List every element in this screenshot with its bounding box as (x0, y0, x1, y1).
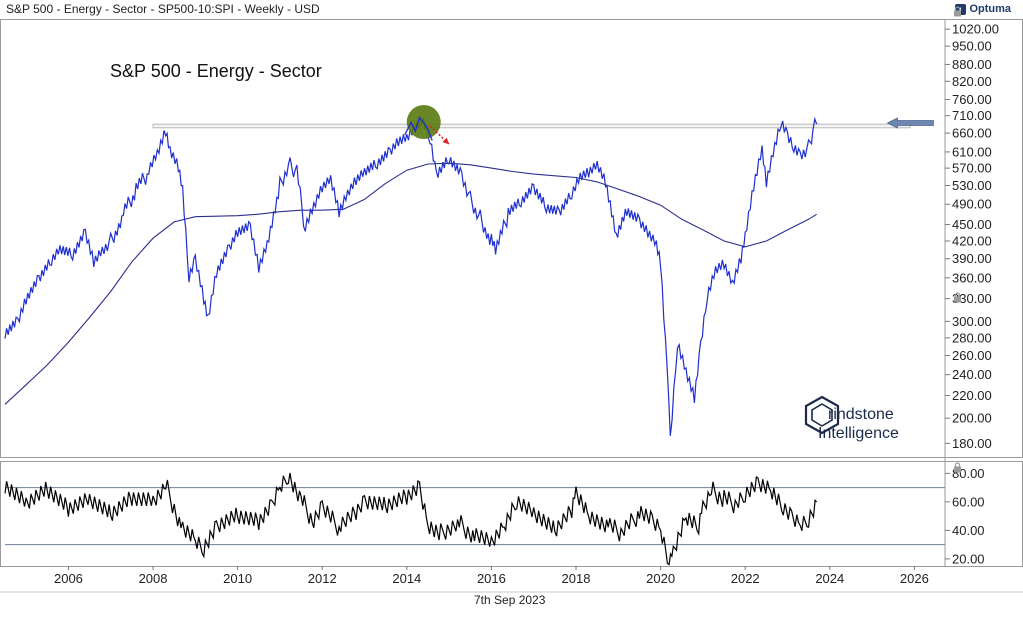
price-line-highlight (404, 116, 433, 141)
y-tick-label: 300.00 (952, 314, 992, 329)
x-tick-label: 2014 (392, 571, 421, 586)
y-tick-label: 570.00 (952, 161, 992, 176)
x-tick-label: 2024 (815, 571, 844, 586)
y-tick-label: 1020.00 (952, 22, 999, 37)
y-tick-label: 220.00 (952, 388, 992, 403)
y-tick-label: 360.00 (952, 270, 992, 285)
y-tick-label: 660.00 (952, 126, 992, 141)
grindstone-logo-icon (804, 395, 840, 435)
x-tick-label: 2010 (223, 571, 252, 586)
rsi-y-tick-label: 40.00 (952, 523, 985, 538)
y-tick-label: 450.00 (952, 217, 992, 232)
y-tick-label: 200.00 (952, 411, 992, 426)
lock-icon[interactable] (953, 292, 962, 303)
brand-logo: ◐ Optuma (955, 3, 1011, 15)
y-tick-label: 610.00 (952, 144, 992, 159)
grindstone-watermark: rindstone Intelligence (804, 395, 899, 442)
y-tick-label: 950.00 (952, 39, 992, 54)
rsi-y-tick-label: 60.00 (952, 494, 985, 509)
y-tick-label: 530.00 (952, 178, 992, 193)
x-tick-label: 2022 (731, 571, 760, 586)
rsi-y-tick-label: 20.00 (952, 551, 985, 566)
grindstone-logo-inner (811, 403, 833, 427)
y-tick-label: 240.00 (952, 367, 992, 382)
price-panel-frame (0, 19, 1023, 458)
watermark-line-1: rindstone (828, 406, 894, 423)
x-tick-label: 2016 (477, 571, 506, 586)
x-tick-label: 2026 (900, 571, 929, 586)
y-tick-label: 260.00 (952, 348, 992, 363)
y-tick-label: 710.00 (952, 108, 992, 123)
moving-average-line (4, 162, 817, 405)
lock-icon[interactable] (953, 462, 962, 473)
brand-label: Optuma (969, 3, 1011, 15)
series-title: S&P 500 - Energy - Sector - SP500-10:SPI… (6, 2, 320, 16)
y-tick-label: 330.00 (952, 291, 992, 306)
y-tick-label: 880.00 (952, 57, 992, 72)
x-tick-label: 2008 (139, 571, 168, 586)
price-line (4, 116, 818, 436)
y-tick-label: 180.00 (952, 436, 992, 451)
resistance-line (152, 123, 911, 129)
y-tick-label: 280.00 (952, 330, 992, 345)
y-tick-label: 760.00 (952, 92, 992, 107)
lock-icon[interactable] (953, 6, 962, 17)
down-arrow-head (442, 137, 450, 145)
x-tick-label: 2012 (308, 571, 337, 586)
resistance-arrow-icon (886, 117, 934, 129)
y-tick-label: 420.00 (952, 234, 992, 249)
y-tick-label: 490.00 (952, 197, 992, 212)
rsi-line (4, 472, 818, 566)
watermark-line-2: Intelligence (818, 425, 899, 442)
chart-title: S&P 500 - Energy - Sector (110, 61, 322, 81)
optuma-logo-icon: ◐ (955, 3, 967, 15)
y-tick-label: 820.00 (952, 74, 992, 89)
x-tick-label: 2020 (646, 571, 675, 586)
x-tick-label: 2006 (54, 571, 83, 586)
x-tick-label: 2018 (562, 571, 591, 586)
y-tick-label: 390.00 (952, 251, 992, 266)
footer-date: 7th Sep 2023 (474, 593, 546, 607)
